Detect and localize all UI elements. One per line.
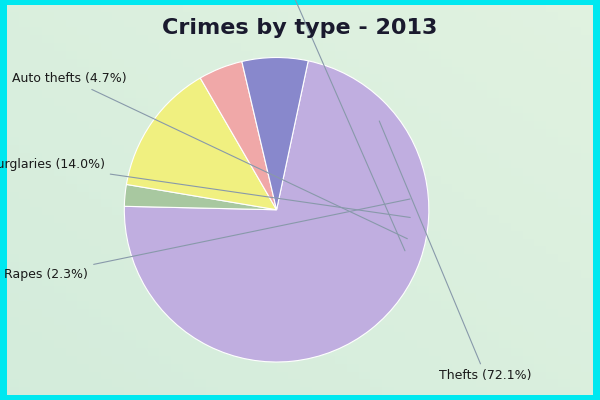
Text: Thefts (72.1%): Thefts (72.1%)	[379, 121, 532, 382]
Text: Burglaries (14.0%): Burglaries (14.0%)	[0, 158, 410, 218]
Text: Crimes by type - 2013: Crimes by type - 2013	[163, 18, 437, 38]
Text: Auto thefts (4.7%): Auto thefts (4.7%)	[13, 72, 407, 239]
Wedge shape	[127, 78, 277, 210]
Wedge shape	[242, 58, 308, 210]
Wedge shape	[124, 61, 429, 362]
Text: Assaults (7.0%): Assaults (7.0%)	[232, 0, 405, 251]
Wedge shape	[124, 184, 277, 210]
Text: Rapes (2.3%): Rapes (2.3%)	[4, 199, 410, 281]
Wedge shape	[200, 62, 277, 210]
